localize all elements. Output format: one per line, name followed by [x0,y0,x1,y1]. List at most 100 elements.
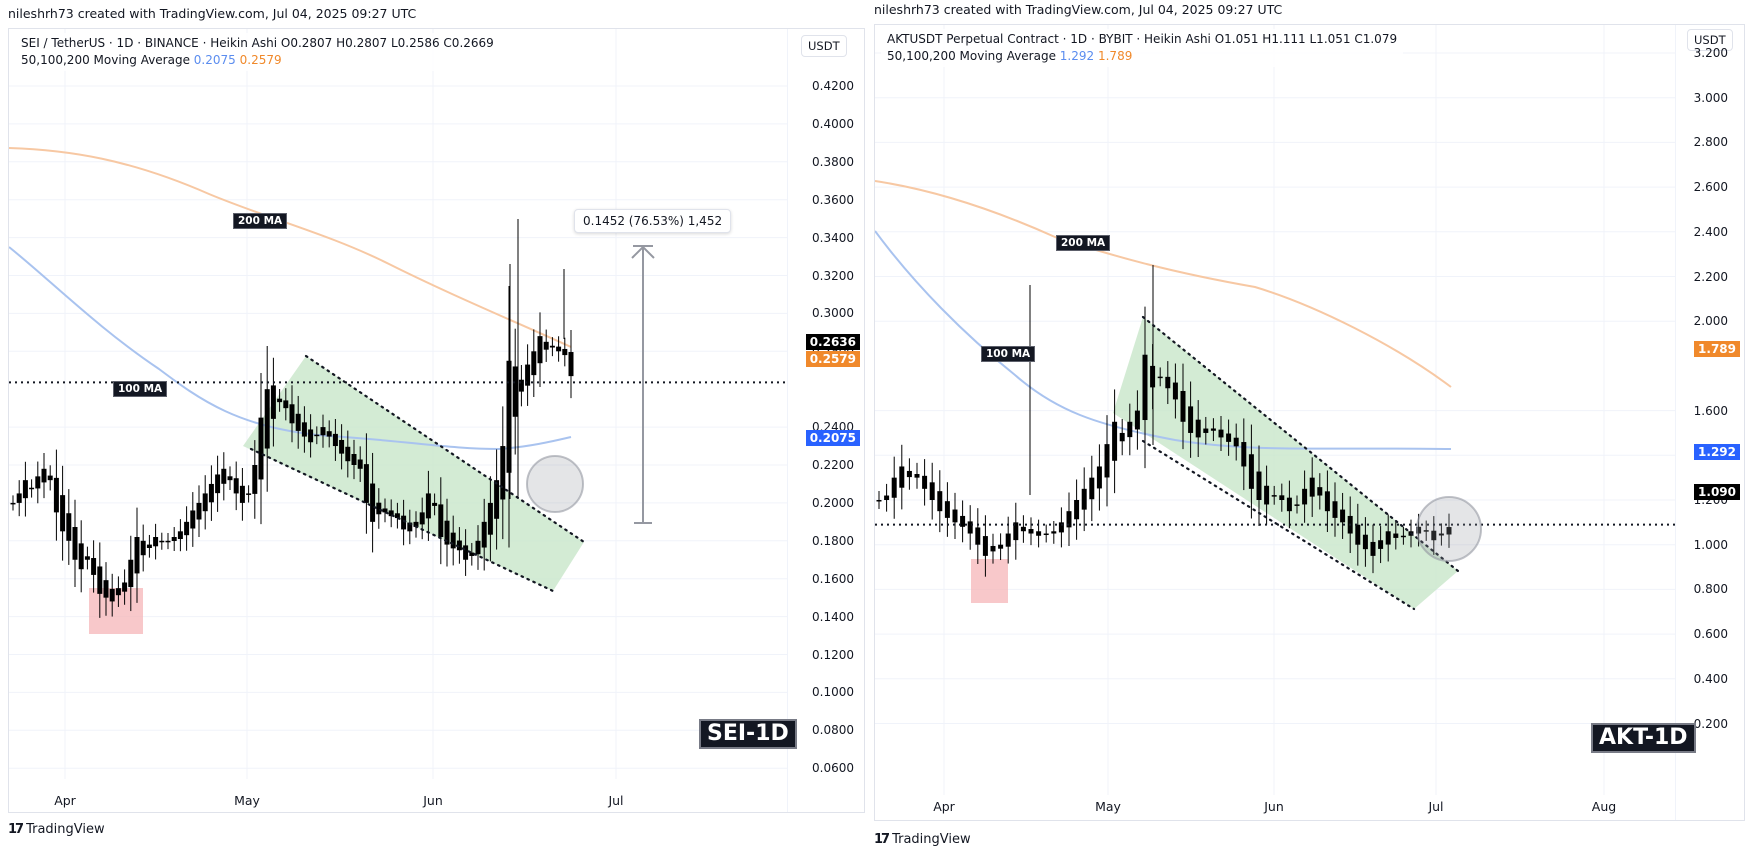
candle-body [134,537,140,574]
candle-body [202,493,208,512]
candle-body [1028,529,1034,534]
measure-arrow-head [631,245,655,259]
candle-body [1393,533,1399,538]
symbol-info: AKTUSDT Perpetual Contract · 1D · BYBIT … [887,32,1398,46]
candle-body [196,502,202,520]
candle-body [1340,509,1346,523]
candle-body [512,366,518,417]
price-tick: 0.1200 [812,647,854,662]
chart-panel-akt[interactable]: AKTUSDT Perpetual Contract · 1D · BYBIT … [874,24,1745,821]
candle-body [556,346,562,352]
channel-boundary[interactable] [1141,439,1416,611]
candle-body [1005,533,1011,547]
tradingview-logo-right[interactable]: 17 TradingView [874,832,971,847]
price-tag-ma200: 0.2579 [805,351,860,367]
time-label: Jul [1428,799,1444,814]
channel-boundary[interactable] [1141,315,1460,573]
tradingview-logo-left[interactable]: 17 TradingView [8,822,105,837]
candle-body [320,427,326,436]
candle-body [1127,421,1133,438]
candle-body [301,422,307,437]
candle-body [1400,535,1406,538]
price-tag-last: 1.090 [1694,484,1740,500]
candle-body [277,398,283,403]
chart-canvas-akt[interactable] [875,25,1744,820]
ma-legend-label: 50,100,200 Moving Average [887,49,1056,63]
price-tick: 2.400 [1693,224,1728,239]
candle-body [1355,524,1361,545]
ma-legend-label: 50,100,200 Moving Average [21,53,190,67]
candle-body [221,468,227,484]
price-tick: 0.1600 [812,571,854,586]
chart-canvas-sei[interactable] [9,29,864,812]
measure-tooltip: 0.1452 (76.53%) 1,452 [574,209,732,233]
candle-body [140,540,146,556]
ma200-line [9,147,572,348]
candle-body [1317,487,1323,496]
candle-body [487,502,493,535]
candle-body [1081,488,1087,510]
candle-body [84,556,90,560]
candle-body [1036,531,1042,536]
ma200-value: 0.2579 [239,53,282,67]
candle-body [339,439,345,454]
price-tick: 0.3400 [812,230,854,245]
candle-body [1294,504,1300,506]
ma200-label: 200 MA [1056,235,1111,251]
candle-body [165,540,171,543]
ma100-value: 0.2075 [193,53,236,67]
time-label: Apr [933,799,955,814]
price-tick: 2.200 [1693,269,1728,284]
candle-body [922,475,928,489]
price-tag-ma200: 1.789 [1694,341,1740,357]
candle-body [1020,526,1026,532]
price-tick: 2.800 [1693,135,1728,150]
breakout-circle[interactable] [526,455,584,513]
price-tag-last: 0.2636 [805,334,860,350]
candle-body [463,545,469,560]
candle-body [1271,495,1277,497]
channel-boundary[interactable] [304,354,586,544]
candle-body [357,459,363,469]
price-axis-sei[interactable] [787,29,865,812]
candle-body [239,485,245,503]
chart-legend-akt: AKTUSDT Perpetual Contract · 1D · BYBIT … [881,29,1404,67]
candle-body [543,341,549,350]
candle-body [1195,419,1201,438]
chart-panel-sei[interactable]: SEI / TetherUS · 1D · BINANCE · Heikin A… [8,28,865,813]
candle-body [363,464,369,503]
ma-legend: 50,100,200 Moving Average 0.2075 0.2579 [21,52,494,69]
candle-body [1112,421,1118,461]
candle-body [518,379,524,392]
candle-body [1423,530,1429,532]
currency-button-sei[interactable]: USDT [801,35,847,57]
tradingview-logo-icon: 17 [8,822,24,837]
candle-body [153,537,159,547]
candle-body [252,465,258,494]
price-tag-ma100: 1.292 [1694,444,1740,460]
candle-body [906,470,912,478]
candle-body [531,351,537,376]
candle-body [456,540,462,551]
breakout-circle[interactable] [1416,496,1482,562]
candle-body [72,527,78,560]
currency-button-akt[interactable]: USDT [1687,29,1733,51]
candle-body [270,385,276,419]
descending-channel[interactable] [1113,317,1458,609]
ma200-line [875,180,1452,388]
candle-body [16,493,22,503]
candle-body [1324,491,1330,512]
credit-text-left: nileshrh73 created with TradingView.com,… [8,6,417,21]
descending-channel[interactable] [243,356,584,591]
price-tick: 0.0800 [812,723,854,738]
candle-body [227,476,233,481]
price-axis-akt[interactable] [1675,25,1745,820]
candle-body [351,454,357,465]
candle-body [1233,437,1239,447]
candle-body [1264,485,1270,505]
candle-body [1104,444,1110,478]
price-tick: 1.600 [1693,403,1728,418]
candle-body [295,413,301,431]
price-tick: 3.200 [1693,46,1728,60]
ma100-label: 100 MA [981,346,1036,362]
